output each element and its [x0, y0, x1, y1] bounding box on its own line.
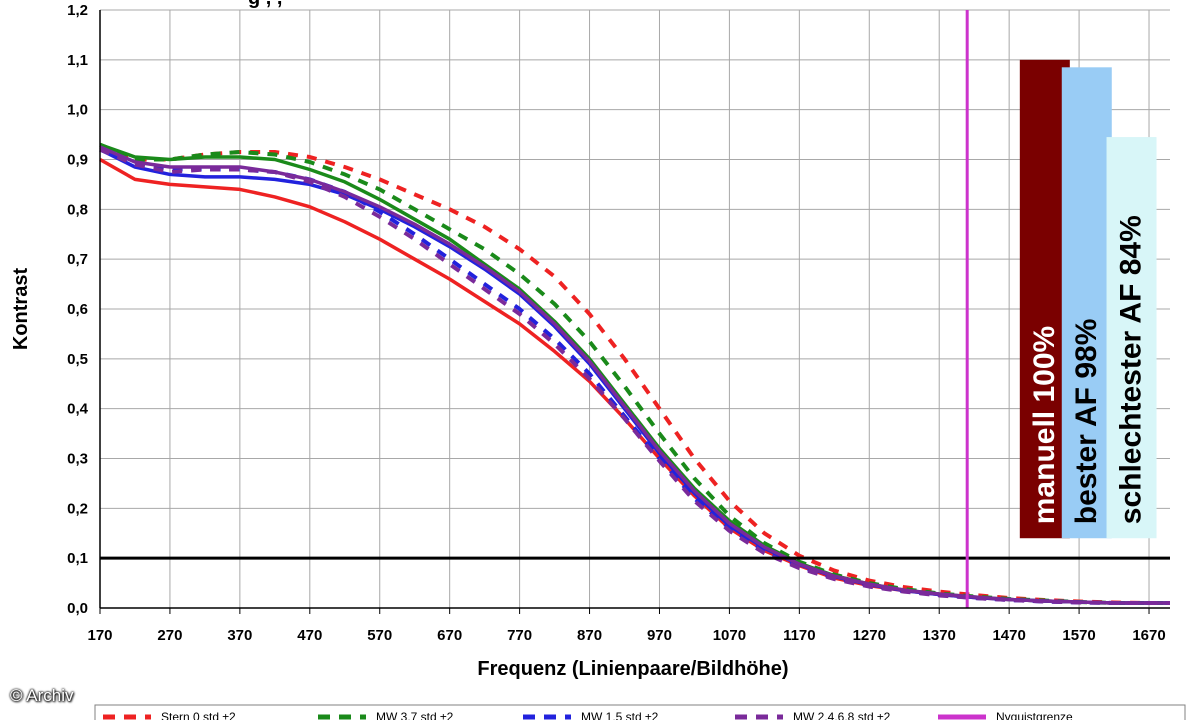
bar-group: schlechtester AF 84% — [1106, 137, 1157, 539]
y-tick-label: 0,8 — [67, 201, 88, 218]
x-tick-label: 370 — [227, 627, 252, 644]
legend: Stern 0 std ±2 MW 3,7 std ±2 MW 1,5 std ±2… — [94, 704, 1186, 725]
y-tick-label: 0,7 — [67, 251, 88, 268]
x-tick-label: 1070 — [713, 627, 746, 644]
credit-label: © Archiv — [10, 686, 74, 705]
chart-title: g , , — [248, 0, 282, 9]
y-tick-label: 0,4 — [67, 401, 89, 418]
bar-label: schlechtester AF 84% — [1115, 215, 1148, 524]
y-tick-label: 0,0 — [67, 600, 88, 617]
bar-label: manuell 100% — [1028, 326, 1061, 524]
x-tick-label: 170 — [87, 627, 112, 644]
y-tick-label: 1,0 — [67, 102, 88, 119]
x-tick-label: 770 — [507, 627, 532, 644]
bar — [1019, 59, 1070, 539]
y-tick-label: 0,9 — [67, 152, 88, 169]
x-axis-label: Frequenz (Linienpaare/Bildhöhe) — [477, 658, 788, 680]
x-tick-label: 1370 — [923, 627, 956, 644]
bar-group: bester AF 98% — [1061, 67, 1112, 539]
legend-label: Stern 0 std ±2 — [161, 710, 236, 720]
x-tick-label: 1570 — [1062, 627, 1095, 644]
y-tick-label: 1,2 — [67, 2, 88, 19]
x-tick-label: 670 — [437, 627, 462, 644]
y-axis-label: Kontrast — [10, 268, 32, 351]
x-tick-label: 870 — [577, 627, 602, 644]
series-line-dashed — [99, 147, 1170, 605]
legend-label: MW 2,4,6,8 std ±2 — [793, 710, 891, 720]
y-tick-label: 0,1 — [67, 550, 88, 567]
x-tick-label: 1270 — [853, 627, 886, 644]
y-tick-label: 1,1 — [67, 52, 88, 69]
x-tick-label: 1470 — [992, 627, 1025, 644]
bar-group: manuell 100% — [1019, 59, 1070, 539]
legend-label: MW 1,5 std ±2 — [581, 710, 659, 720]
x-tick-label: 270 — [157, 627, 182, 644]
y-tick-label: 0,5 — [67, 351, 88, 368]
x-tick-label: 570 — [367, 627, 392, 644]
x-tick-label: 470 — [297, 627, 322, 644]
bar — [1106, 137, 1157, 539]
legend-label: Nyquistgrenze — [996, 710, 1073, 720]
y-tick-label: 0,6 — [67, 301, 88, 318]
bar-label: bester AF 98% — [1070, 319, 1103, 525]
legend-label: MW 3,7 std ±2 — [376, 710, 454, 720]
x-tick-label: 1170 — [783, 627, 816, 644]
y-tick-label: 0,2 — [67, 500, 88, 517]
y-tick-label: 0,3 — [67, 451, 88, 468]
bar — [1061, 67, 1112, 539]
x-tick-label: 970 — [647, 627, 672, 644]
x-tick-label: 1670 — [1132, 627, 1165, 644]
